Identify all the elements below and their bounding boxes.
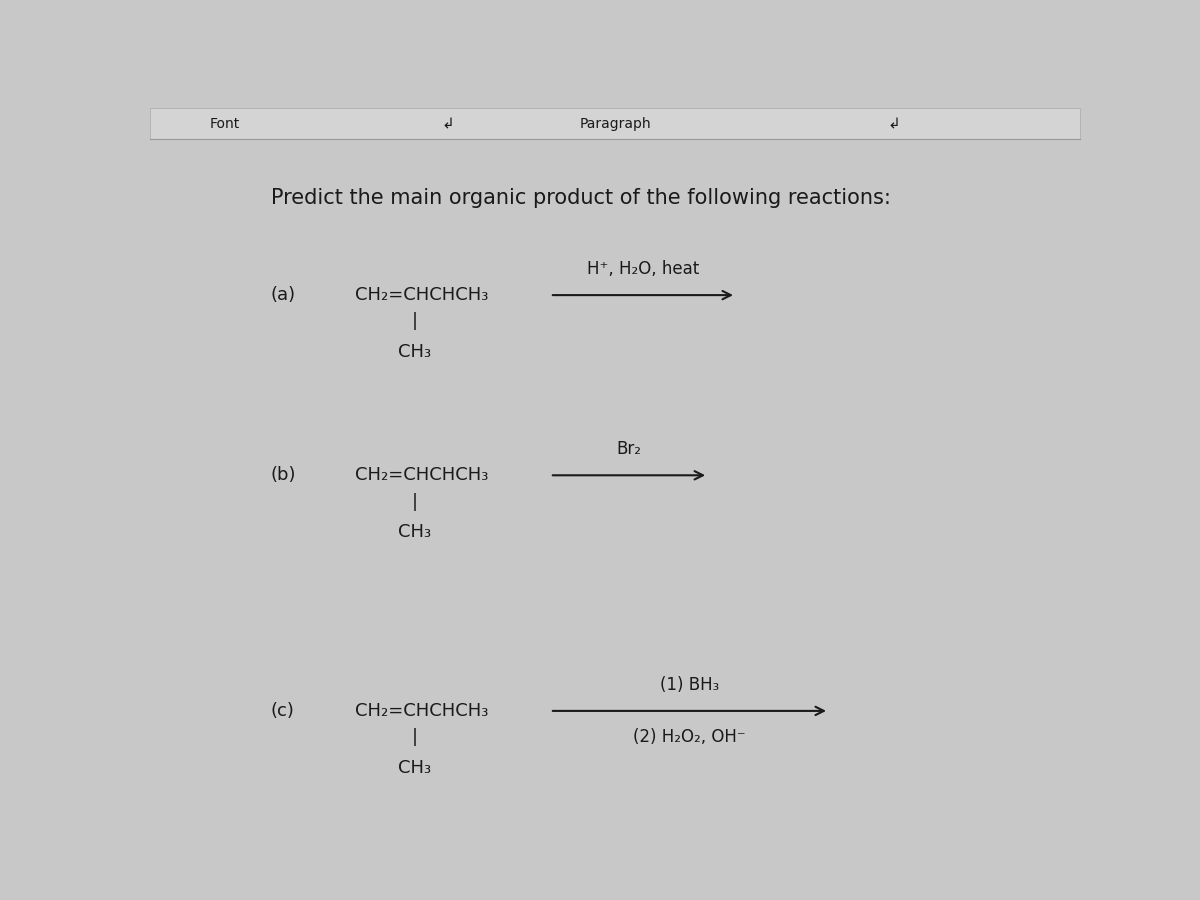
Text: (1) BH₃: (1) BH₃	[660, 676, 719, 694]
Text: H⁺, H₂O, heat: H⁺, H₂O, heat	[587, 260, 700, 278]
Text: |: |	[412, 312, 418, 330]
Text: Paragraph: Paragraph	[580, 117, 650, 130]
Text: CH₃: CH₃	[398, 343, 432, 361]
Text: (a): (a)	[271, 286, 296, 304]
Text: ↲: ↲	[442, 116, 454, 131]
Text: CH₃: CH₃	[398, 759, 432, 777]
Text: CH₂=CHCHCH₃: CH₂=CHCHCH₃	[355, 286, 488, 304]
Text: (c): (c)	[271, 702, 295, 720]
Text: CH₂=CHCHCH₃: CH₂=CHCHCH₃	[355, 466, 488, 484]
Text: (2) H₂O₂, OH⁻: (2) H₂O₂, OH⁻	[634, 728, 745, 746]
Text: CH₂=CHCHCH₃: CH₂=CHCHCH₃	[355, 702, 488, 720]
Text: (b): (b)	[271, 466, 296, 484]
Text: Predict the main organic product of the following reactions:: Predict the main organic product of the …	[271, 188, 890, 208]
Text: Font: Font	[209, 117, 240, 130]
Text: |: |	[412, 728, 418, 746]
Text: ↲: ↲	[888, 116, 900, 131]
Text: |: |	[412, 492, 418, 510]
Text: Br₂: Br₂	[617, 440, 642, 458]
Text: CH₃: CH₃	[398, 523, 432, 541]
FancyBboxPatch shape	[150, 108, 1080, 140]
